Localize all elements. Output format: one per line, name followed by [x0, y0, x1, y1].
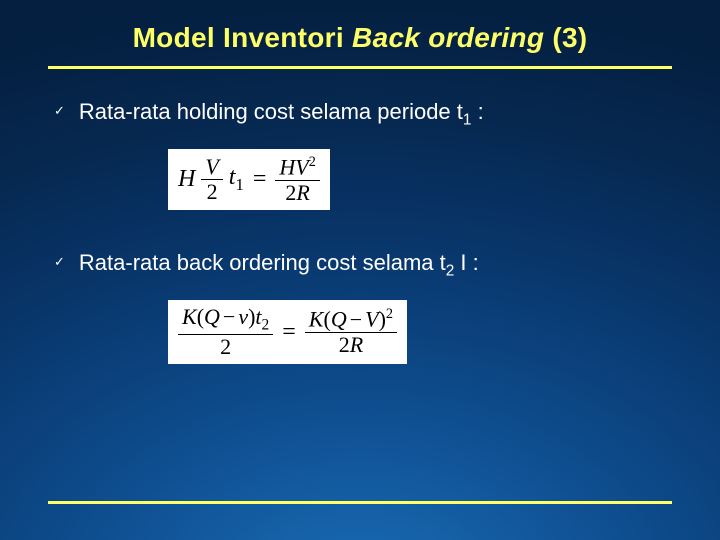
f1-t-sub: 1 — [235, 175, 243, 194]
f2-R: R — [350, 332, 363, 357]
f1-2: 2 — [203, 180, 222, 203]
f2-rhs-num: K(Q−V)2 — [305, 307, 397, 332]
bullet-1-pre: Rata-rata holding cost selama periode t — [79, 99, 463, 124]
checkmark-icon: ✓ — [54, 103, 65, 119]
f1-sup2: 2 — [309, 154, 316, 170]
equals-icon: = — [250, 167, 270, 191]
bullet-1-text: Rata-rata holding cost selama periode t1… — [79, 97, 484, 131]
formula-2-block: K(Q−v)t2 2 = K(Q−V)2 2R — [48, 300, 672, 364]
minus-icon: − — [347, 307, 365, 332]
slide-title: Model Inventori Back ordering (3) — [48, 22, 672, 69]
f2-t-sub: 2 — [262, 316, 270, 333]
f1-den2: 2 — [285, 180, 296, 205]
f1-V: V — [201, 156, 222, 180]
f1-R: R — [296, 180, 309, 205]
bullet-2-text: Rata-rata back ordering cost selama t2 I… — [79, 248, 479, 282]
checkmark-icon: ✓ — [54, 254, 65, 270]
bullet-2: ✓ Rata-rata back ordering cost selama t2… — [48, 248, 672, 282]
bullet-2-post: I : — [454, 250, 478, 275]
bullet-2-pre: Rata-rata back ordering cost selama t — [79, 250, 446, 275]
f2-K2: K — [309, 307, 324, 332]
equals-icon: = — [279, 320, 299, 344]
title-prefix: Model Inventori — [133, 22, 352, 53]
f1-H: H — [178, 167, 195, 191]
formula-2: K(Q−v)t2 2 = K(Q−V)2 2R — [168, 300, 407, 364]
slide: Model Inventori Back ordering (3) ✓ Rata… — [0, 0, 720, 540]
f2-den2: 2 — [339, 332, 350, 357]
f2-Q: Q — [204, 304, 220, 329]
f2-rhs-frac: K(Q−V)2 2R — [305, 307, 397, 355]
bullet-1-post: : — [471, 99, 483, 124]
title-italic: Back ordering — [352, 22, 544, 53]
f2-lhs-frac: K(Q−v)t2 2 — [178, 306, 273, 358]
f1-frac-V2: V 2 — [201, 156, 222, 203]
title-suffix: (3) — [544, 22, 587, 53]
bullet-1: ✓ Rata-rata holding cost selama periode … — [48, 97, 672, 131]
f1-rhs-den: 2R — [281, 181, 313, 204]
f1-HV: HV — [279, 155, 308, 180]
f2-v: v — [238, 304, 248, 329]
f1-rhs-num: HV2 — [275, 155, 319, 180]
f2-rhs-den: 2R — [335, 333, 367, 356]
f2-Q2: Q — [331, 307, 347, 332]
f2-V2: V — [365, 307, 378, 332]
f2-lhs-den: 2 — [216, 335, 235, 358]
footer-rule — [48, 501, 672, 504]
f1-t1: t1 — [229, 165, 244, 194]
formula-1-block: H V 2 t1 = HV2 2R — [48, 149, 672, 209]
f1-frac-rhs: HV2 2R — [275, 155, 319, 203]
formula-1: H V 2 t1 = HV2 2R — [168, 149, 330, 209]
f2-K: K — [182, 304, 197, 329]
f2-sup2: 2 — [386, 306, 393, 322]
f2-lhs-num: K(Q−v)t2 — [178, 306, 273, 335]
minus-icon: − — [220, 304, 238, 329]
